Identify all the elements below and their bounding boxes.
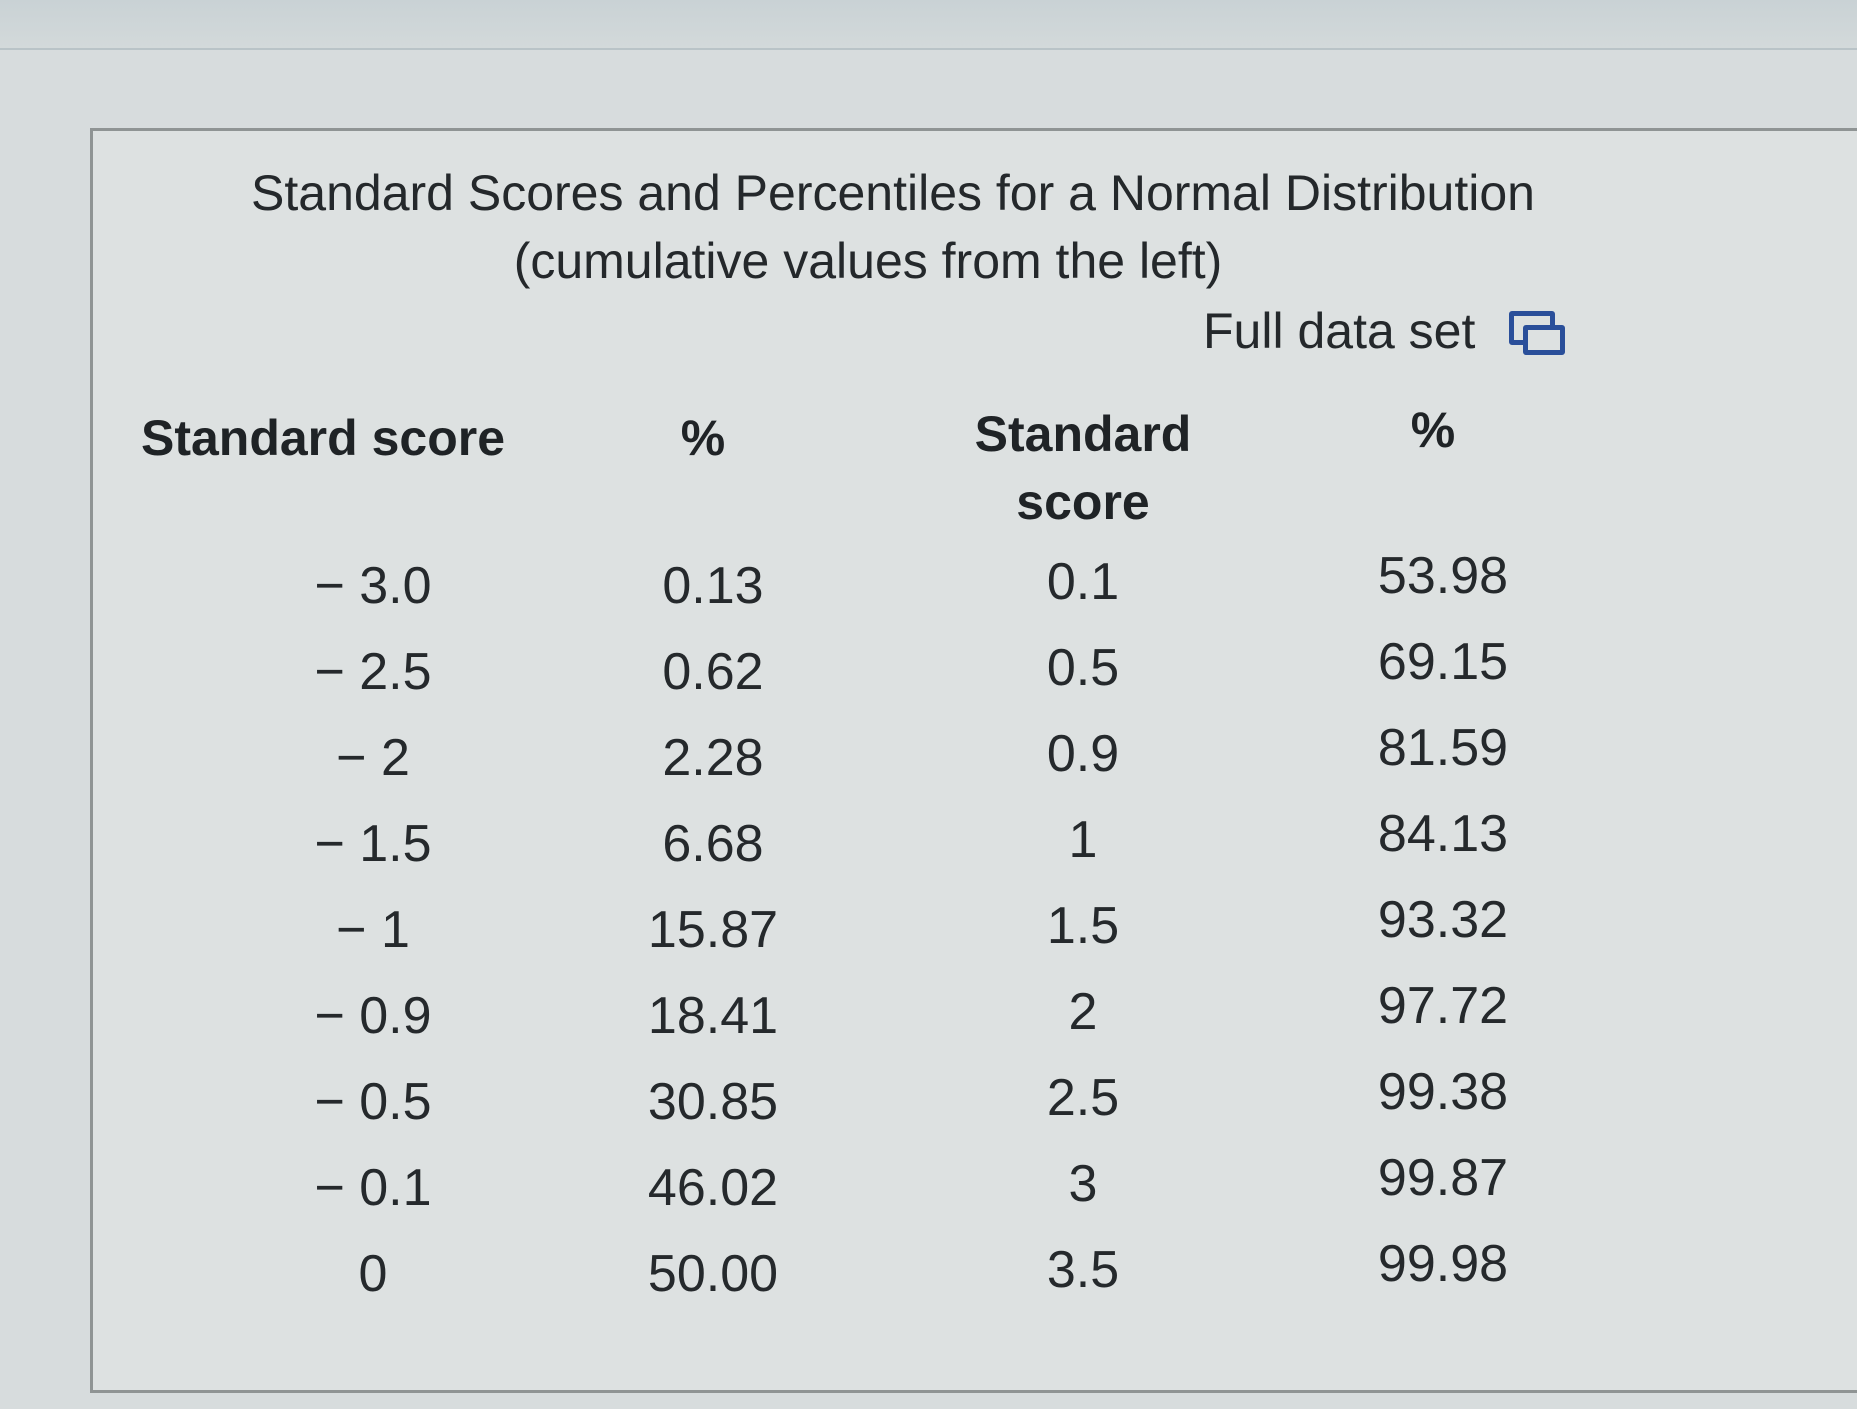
left-percent-cell: 0.13: [662, 557, 764, 615]
left-standard-score-cell: − 0.1: [314, 1159, 432, 1217]
left-percent-cell: 18.41: [647, 987, 779, 1045]
right-percent-cell: 93.32: [1377, 891, 1509, 949]
right-percent-cell: 99.98: [1377, 1235, 1509, 1293]
right-standard-score-cell: 3.5: [1046, 1241, 1120, 1299]
right-standard-score-cell: 2.5: [1046, 1069, 1120, 1127]
left-percent-cell: 0.62: [662, 643, 764, 701]
left-standard-score-cell: − 0.5: [314, 1073, 432, 1131]
left-standard-score-cell: − 2.5: [314, 643, 432, 701]
left-standard-score-cell: − 0.9: [314, 987, 432, 1045]
right-standard-score-cell: 0.5: [1046, 639, 1120, 697]
header-standard-score-left: Standard score: [140, 410, 505, 466]
left-percent-cell: 2.28: [662, 729, 764, 787]
top-window-strip: [0, 0, 1857, 50]
left-percent-cell: 46.02: [647, 1159, 779, 1217]
left-percent-cell: 50.00: [647, 1245, 779, 1303]
popup-window-icon[interactable]: [1509, 309, 1566, 355]
right-standard-score-cell: 1.5: [1046, 897, 1120, 955]
header-percent-right: %: [1410, 402, 1456, 458]
right-standard-score-cell: 1: [1068, 811, 1098, 869]
left-standard-score-cell: − 2: [336, 729, 410, 787]
right-percent-cell: 97.72: [1377, 977, 1509, 1035]
left-standard-score-cell: − 1: [336, 901, 410, 959]
left-percent-cell: 15.87: [647, 901, 779, 959]
left-standard-score-cell: − 3.0: [314, 557, 432, 615]
right-percent-cell: 99.87: [1377, 1149, 1509, 1207]
header-standard-score-right-line2: score: [1016, 474, 1150, 530]
right-percent-cell: 99.38: [1377, 1063, 1509, 1121]
full-data-set-link[interactable]: Full data set: [1203, 301, 1566, 361]
left-standard-score-cell: − 1.5: [314, 815, 432, 873]
header-percent-left: %: [680, 410, 726, 466]
right-standard-score-cell: 3: [1068, 1155, 1098, 1213]
full-data-set-label[interactable]: Full data set: [1203, 303, 1476, 359]
right-percent-cell: 69.15: [1377, 633, 1509, 691]
right-percent-cell: 84.13: [1377, 805, 1509, 863]
table-panel: Standard Scores and Percentiles for a No…: [90, 128, 1857, 1393]
left-percent-cell: 6.68: [662, 815, 764, 873]
right-standard-score-cell: 0.1: [1046, 553, 1120, 611]
left-percent-cell: 30.85: [647, 1073, 779, 1131]
right-standard-score-cell: 0.9: [1046, 725, 1120, 783]
left-standard-score-cell: 0: [358, 1245, 388, 1303]
header-standard-score-right-line1: Standard: [974, 406, 1192, 462]
table-title: Standard Scores and Percentiles for a No…: [251, 165, 1535, 221]
right-percent-cell: 81.59: [1377, 719, 1509, 777]
right-standard-score-cell: 2: [1068, 983, 1098, 1041]
right-percent-cell: 53.98: [1377, 547, 1509, 605]
table-subtitle: (cumulative values from the left): [513, 233, 1223, 289]
